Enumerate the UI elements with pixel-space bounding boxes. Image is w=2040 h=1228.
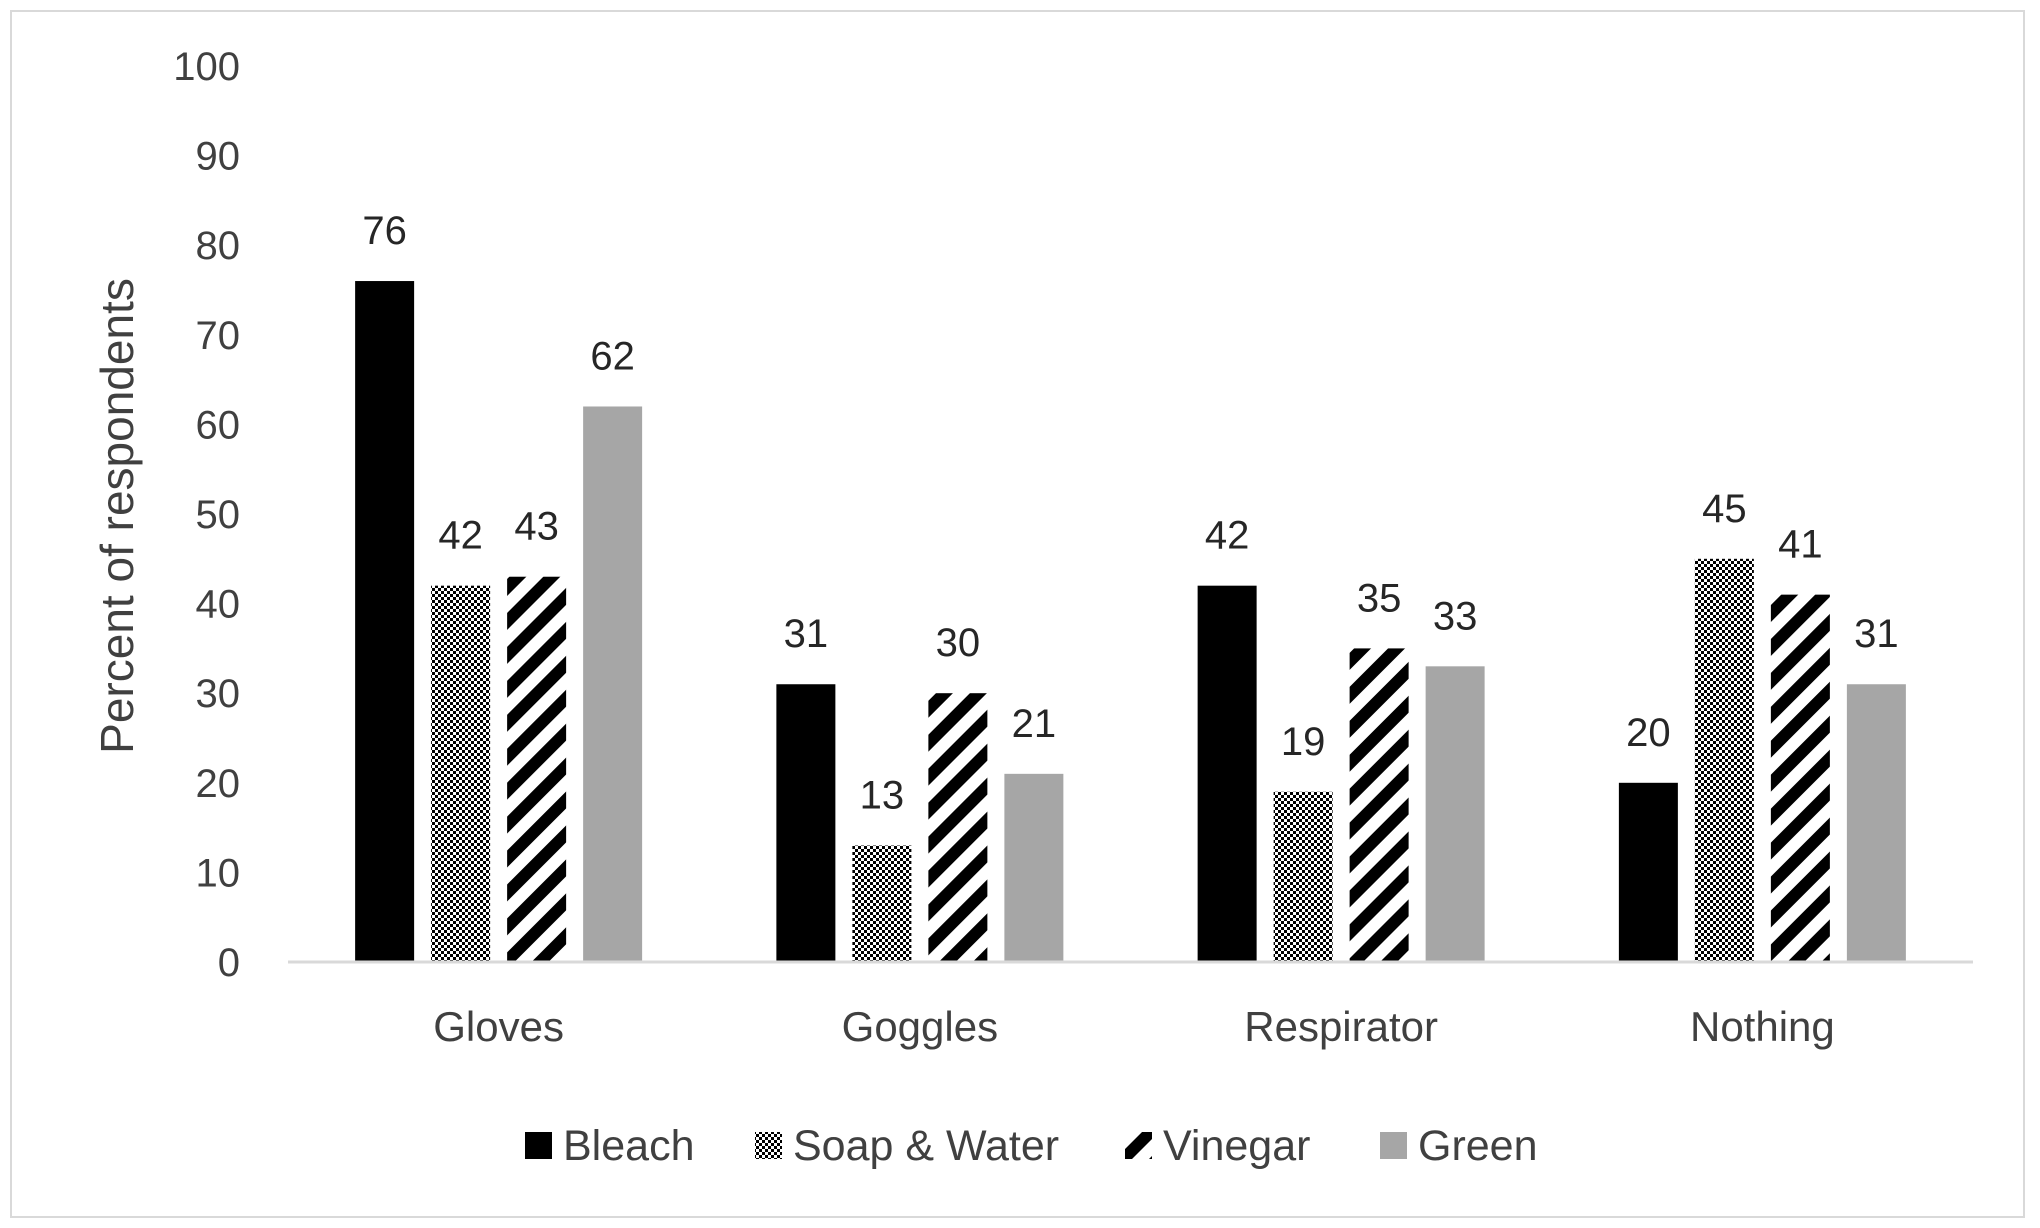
data-label: 33 [1433, 594, 1478, 638]
data-label: 42 [1205, 514, 1250, 558]
legend-label: Soap & Water [793, 1122, 1059, 1170]
chart-frame [10, 10, 2025, 1218]
bar-vinegar-respirator [1349, 648, 1409, 962]
y-axis-ticks: 0 10 20 30 40 50 60 70 80 90 100 [173, 45, 240, 985]
data-label: 19 [1281, 720, 1326, 764]
x-category-label: Nothing [1690, 1003, 1835, 1050]
y-tick-label: 40 [196, 583, 241, 627]
y-tick-label: 60 [196, 403, 241, 447]
x-category-label: Goggles [842, 1003, 998, 1050]
data-label: 42 [438, 514, 483, 558]
x-axis-categories: Gloves Goggles Respirator Nothing [433, 1003, 1834, 1050]
data-label: 13 [860, 774, 905, 818]
y-tick-label: 20 [196, 762, 241, 806]
legend-label: Green [1418, 1122, 1538, 1170]
data-labels: 76 42 43 62 31 13 30 21 42 19 35 33 20 45 41 31 [362, 209, 1898, 817]
legend-label: Vinegar [1163, 1122, 1310, 1170]
bar-vinegar-nothing [1770, 594, 1830, 962]
data-label: 31 [784, 612, 829, 656]
y-tick-label: 50 [196, 493, 241, 537]
legend-swatch [525, 1132, 552, 1159]
legend-swatch [1380, 1132, 1407, 1159]
bar-soap-water-goggles [852, 845, 912, 962]
data-label: 76 [362, 209, 407, 253]
y-tick-label: 70 [196, 314, 241, 358]
bars [355, 281, 1906, 963]
legend-swatch [755, 1132, 782, 1159]
y-tick-label: 80 [196, 224, 241, 268]
data-label: 35 [1357, 576, 1402, 620]
legend-label: Bleach [563, 1122, 694, 1170]
y-tick-label: 100 [173, 45, 240, 89]
bar-soap-water-nothing [1694, 558, 1754, 962]
data-label: 45 [1702, 487, 1747, 531]
y-tick-label: 30 [196, 672, 241, 716]
data-label: 21 [1012, 702, 1057, 746]
bar-green-respirator [1425, 666, 1485, 962]
bar-bleach-respirator [1197, 585, 1257, 962]
data-label: 62 [590, 334, 635, 378]
bar-vinegar-goggles [928, 693, 988, 962]
bar-green-nothing [1846, 684, 1906, 962]
y-axis-title: Percent of respondents [91, 278, 143, 754]
bar-soap-water-gloves [431, 585, 491, 962]
x-category-label: Respirator [1244, 1003, 1438, 1050]
bar-green-gloves [583, 406, 643, 963]
bar-bleach-gloves [355, 281, 415, 962]
data-label: 43 [514, 505, 559, 549]
y-tick-label: 10 [196, 851, 241, 895]
bar-green-goggles [1004, 773, 1064, 962]
x-category-label: Gloves [433, 1003, 564, 1050]
bar-bleach-nothing [1618, 782, 1678, 962]
bar-bleach-goggles [776, 684, 836, 962]
legend: Bleach Soap & Water Vinegar Green [525, 1122, 1538, 1170]
data-label: 20 [1626, 711, 1671, 755]
data-label: 30 [936, 621, 981, 665]
bar-soap-water-respirator [1273, 791, 1333, 962]
data-label: 41 [1778, 523, 1823, 567]
legend-swatch [1125, 1132, 1152, 1159]
y-tick-label: 0 [218, 941, 240, 985]
y-tick-label: 90 [196, 135, 241, 179]
bar-vinegar-gloves [507, 576, 567, 962]
data-label: 31 [1854, 612, 1899, 656]
